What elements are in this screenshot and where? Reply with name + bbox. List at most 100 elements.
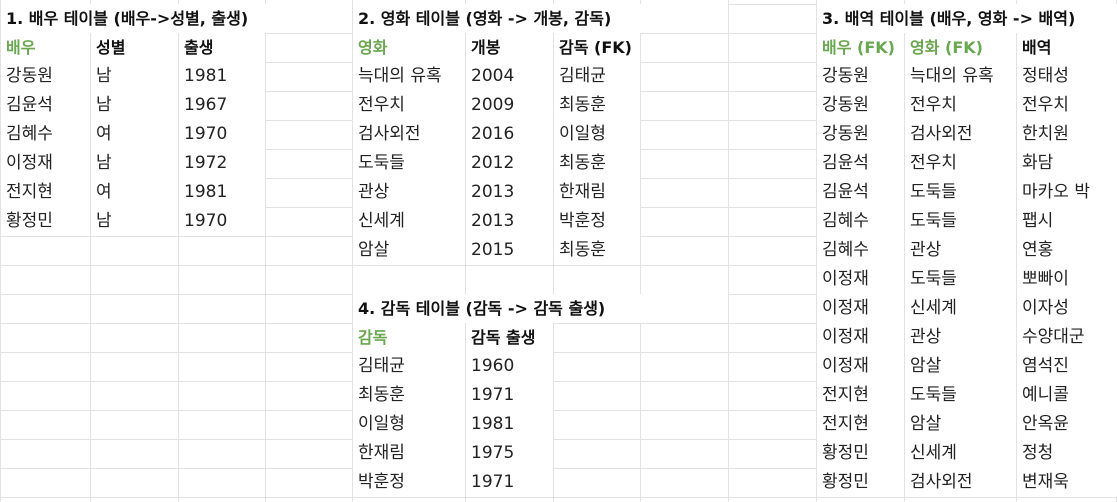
table-cell-role[interactable]: 검사외전 — [905, 468, 1016, 497]
table-cell-role[interactable]: 이자성 — [1017, 294, 1117, 323]
table-cell-role[interactable]: 전우치 — [905, 91, 1016, 120]
column-header-actor[interactable]: 출생 — [179, 33, 265, 62]
table-cell-role[interactable]: 도둑들 — [905, 178, 1016, 207]
table-title-director[interactable]: 4. 감독 테이블 (감독 -> 감독 출생) — [353, 294, 728, 323]
table-cell-actor[interactable]: 이정재 — [1, 149, 90, 178]
table-title-role[interactable]: 3. 배역 테이블 (배우, 영화 -> 배역) — [817, 4, 1117, 33]
table-cell-director[interactable]: 박훈정 — [353, 468, 465, 497]
table-cell-movie[interactable]: 2016 — [466, 120, 553, 149]
table-cell-director[interactable]: 1960 — [466, 352, 553, 381]
table-cell-actor[interactable]: 1981 — [179, 178, 265, 207]
column-header-actor[interactable]: 성별 — [91, 33, 178, 62]
table-cell-role[interactable]: 이정재 — [817, 323, 904, 352]
table-cell-actor[interactable]: 황정민 — [1, 207, 90, 236]
table-cell-role[interactable]: 김혜수 — [817, 236, 904, 265]
table-cell-role[interactable]: 정청 — [1017, 439, 1117, 468]
table-cell-actor[interactable]: 1981 — [179, 62, 265, 91]
column-header-actor[interactable]: 배우 — [1, 33, 90, 62]
table-cell-role[interactable]: 김윤석 — [817, 178, 904, 207]
column-header-role[interactable]: 배역 — [1017, 33, 1117, 62]
table-cell-actor[interactable]: 여 — [91, 178, 178, 207]
table-cell-role[interactable]: 김혜수 — [817, 207, 904, 236]
table-cell-actor[interactable]: 1970 — [179, 207, 265, 236]
table-cell-role[interactable]: 황정민 — [817, 439, 904, 468]
table-cell-role[interactable]: 강동원 — [817, 120, 904, 149]
table-cell-actor[interactable]: 강동원 — [1, 62, 90, 91]
table-cell-role[interactable]: 늑대의 유혹 — [905, 62, 1016, 91]
table-cell-role[interactable]: 화담 — [1017, 149, 1117, 178]
table-cell-actor[interactable]: 1967 — [179, 91, 265, 120]
table-cell-movie[interactable]: 2009 — [466, 91, 553, 120]
table-cell-role[interactable]: 전우치 — [905, 149, 1016, 178]
table-cell-actor[interactable]: 여 — [91, 120, 178, 149]
table-cell-movie[interactable]: 늑대의 유혹 — [353, 62, 465, 91]
table-cell-role[interactable]: 예니콜 — [1017, 381, 1117, 410]
table-cell-director[interactable]: 김태균 — [353, 352, 465, 381]
table-cell-movie[interactable]: 관상 — [353, 178, 465, 207]
table-cell-role[interactable]: 암살 — [905, 352, 1016, 381]
column-header-role[interactable]: 배우 (FK) — [817, 33, 904, 62]
table-title-movie[interactable]: 2. 영화 테이블 (영화 -> 개봉, 감독) — [353, 4, 728, 33]
table-cell-role[interactable]: 정태성 — [1017, 62, 1117, 91]
table-cell-actor[interactable]: 전지현 — [1, 178, 90, 207]
table-cell-role[interactable]: 신세계 — [905, 439, 1016, 468]
table-cell-movie[interactable]: 최동훈 — [554, 236, 640, 265]
table-cell-role[interactable]: 이정재 — [817, 294, 904, 323]
table-cell-role[interactable]: 이정재 — [817, 265, 904, 294]
column-header-movie[interactable]: 개봉 — [466, 33, 553, 62]
table-cell-actor[interactable]: 남 — [91, 149, 178, 178]
table-cell-actor[interactable]: 남 — [91, 207, 178, 236]
table-cell-role[interactable]: 도둑들 — [905, 381, 1016, 410]
table-cell-movie[interactable]: 박훈정 — [554, 207, 640, 236]
column-header-movie[interactable]: 감독 (FK) — [554, 33, 640, 62]
table-cell-role[interactable]: 마카오 박 — [1017, 178, 1117, 207]
table-cell-actor[interactable]: 김윤석 — [1, 91, 90, 120]
table-cell-movie[interactable]: 최동훈 — [554, 149, 640, 178]
table-cell-actor[interactable]: 1970 — [179, 120, 265, 149]
table-cell-director[interactable]: 1975 — [466, 439, 553, 468]
table-cell-role[interactable]: 도둑들 — [905, 265, 1016, 294]
column-header-role[interactable]: 영화 (FK) — [905, 33, 1016, 62]
table-cell-director[interactable]: 1981 — [466, 410, 553, 439]
table-cell-role[interactable]: 강동원 — [817, 91, 904, 120]
table-cell-role[interactable]: 도둑들 — [905, 207, 1016, 236]
table-cell-movie[interactable]: 2004 — [466, 62, 553, 91]
table-cell-role[interactable]: 암살 — [905, 410, 1016, 439]
table-cell-movie[interactable]: 암살 — [353, 236, 465, 265]
table-cell-role[interactable]: 염석진 — [1017, 352, 1117, 381]
table-cell-role[interactable]: 김윤석 — [817, 149, 904, 178]
table-cell-movie[interactable]: 이일형 — [554, 120, 640, 149]
table-cell-role[interactable]: 전지현 — [817, 410, 904, 439]
table-cell-role[interactable]: 강동원 — [817, 62, 904, 91]
table-cell-role[interactable]: 황정민 — [817, 468, 904, 497]
table-cell-role[interactable]: 신세계 — [905, 294, 1016, 323]
table-cell-movie[interactable]: 한재림 — [554, 178, 640, 207]
table-cell-role[interactable]: 전우치 — [1017, 91, 1117, 120]
table-cell-role[interactable]: 팹시 — [1017, 207, 1117, 236]
table-cell-movie[interactable]: 2013 — [466, 178, 553, 207]
table-cell-movie[interactable]: 김태균 — [554, 62, 640, 91]
column-header-director[interactable]: 감독 출생 — [466, 323, 553, 352]
table-cell-actor[interactable]: 남 — [91, 62, 178, 91]
table-cell-role[interactable]: 전지현 — [817, 381, 904, 410]
table-cell-movie[interactable]: 도둑들 — [353, 149, 465, 178]
column-header-director[interactable]: 감독 — [353, 323, 465, 352]
table-cell-role[interactable]: 안옥윤 — [1017, 410, 1117, 439]
table-cell-actor[interactable]: 김혜수 — [1, 120, 90, 149]
table-cell-director[interactable]: 1971 — [466, 468, 553, 497]
table-cell-role[interactable]: 관상 — [905, 236, 1016, 265]
column-header-movie[interactable]: 영화 — [353, 33, 465, 62]
table-cell-director[interactable]: 이일형 — [353, 410, 465, 439]
table-cell-role[interactable]: 변재욱 — [1017, 468, 1117, 497]
table-cell-role[interactable]: 이정재 — [817, 352, 904, 381]
table-cell-movie[interactable]: 2012 — [466, 149, 553, 178]
table-cell-movie[interactable]: 2013 — [466, 207, 553, 236]
table-cell-role[interactable]: 뽀빠이 — [1017, 265, 1117, 294]
table-cell-role[interactable]: 연홍 — [1017, 236, 1117, 265]
table-cell-actor[interactable]: 1972 — [179, 149, 265, 178]
table-cell-movie[interactable]: 최동훈 — [554, 91, 640, 120]
table-cell-director[interactable]: 최동훈 — [353, 381, 465, 410]
table-cell-role[interactable]: 한치원 — [1017, 120, 1117, 149]
table-cell-movie[interactable]: 검사외전 — [353, 120, 465, 149]
